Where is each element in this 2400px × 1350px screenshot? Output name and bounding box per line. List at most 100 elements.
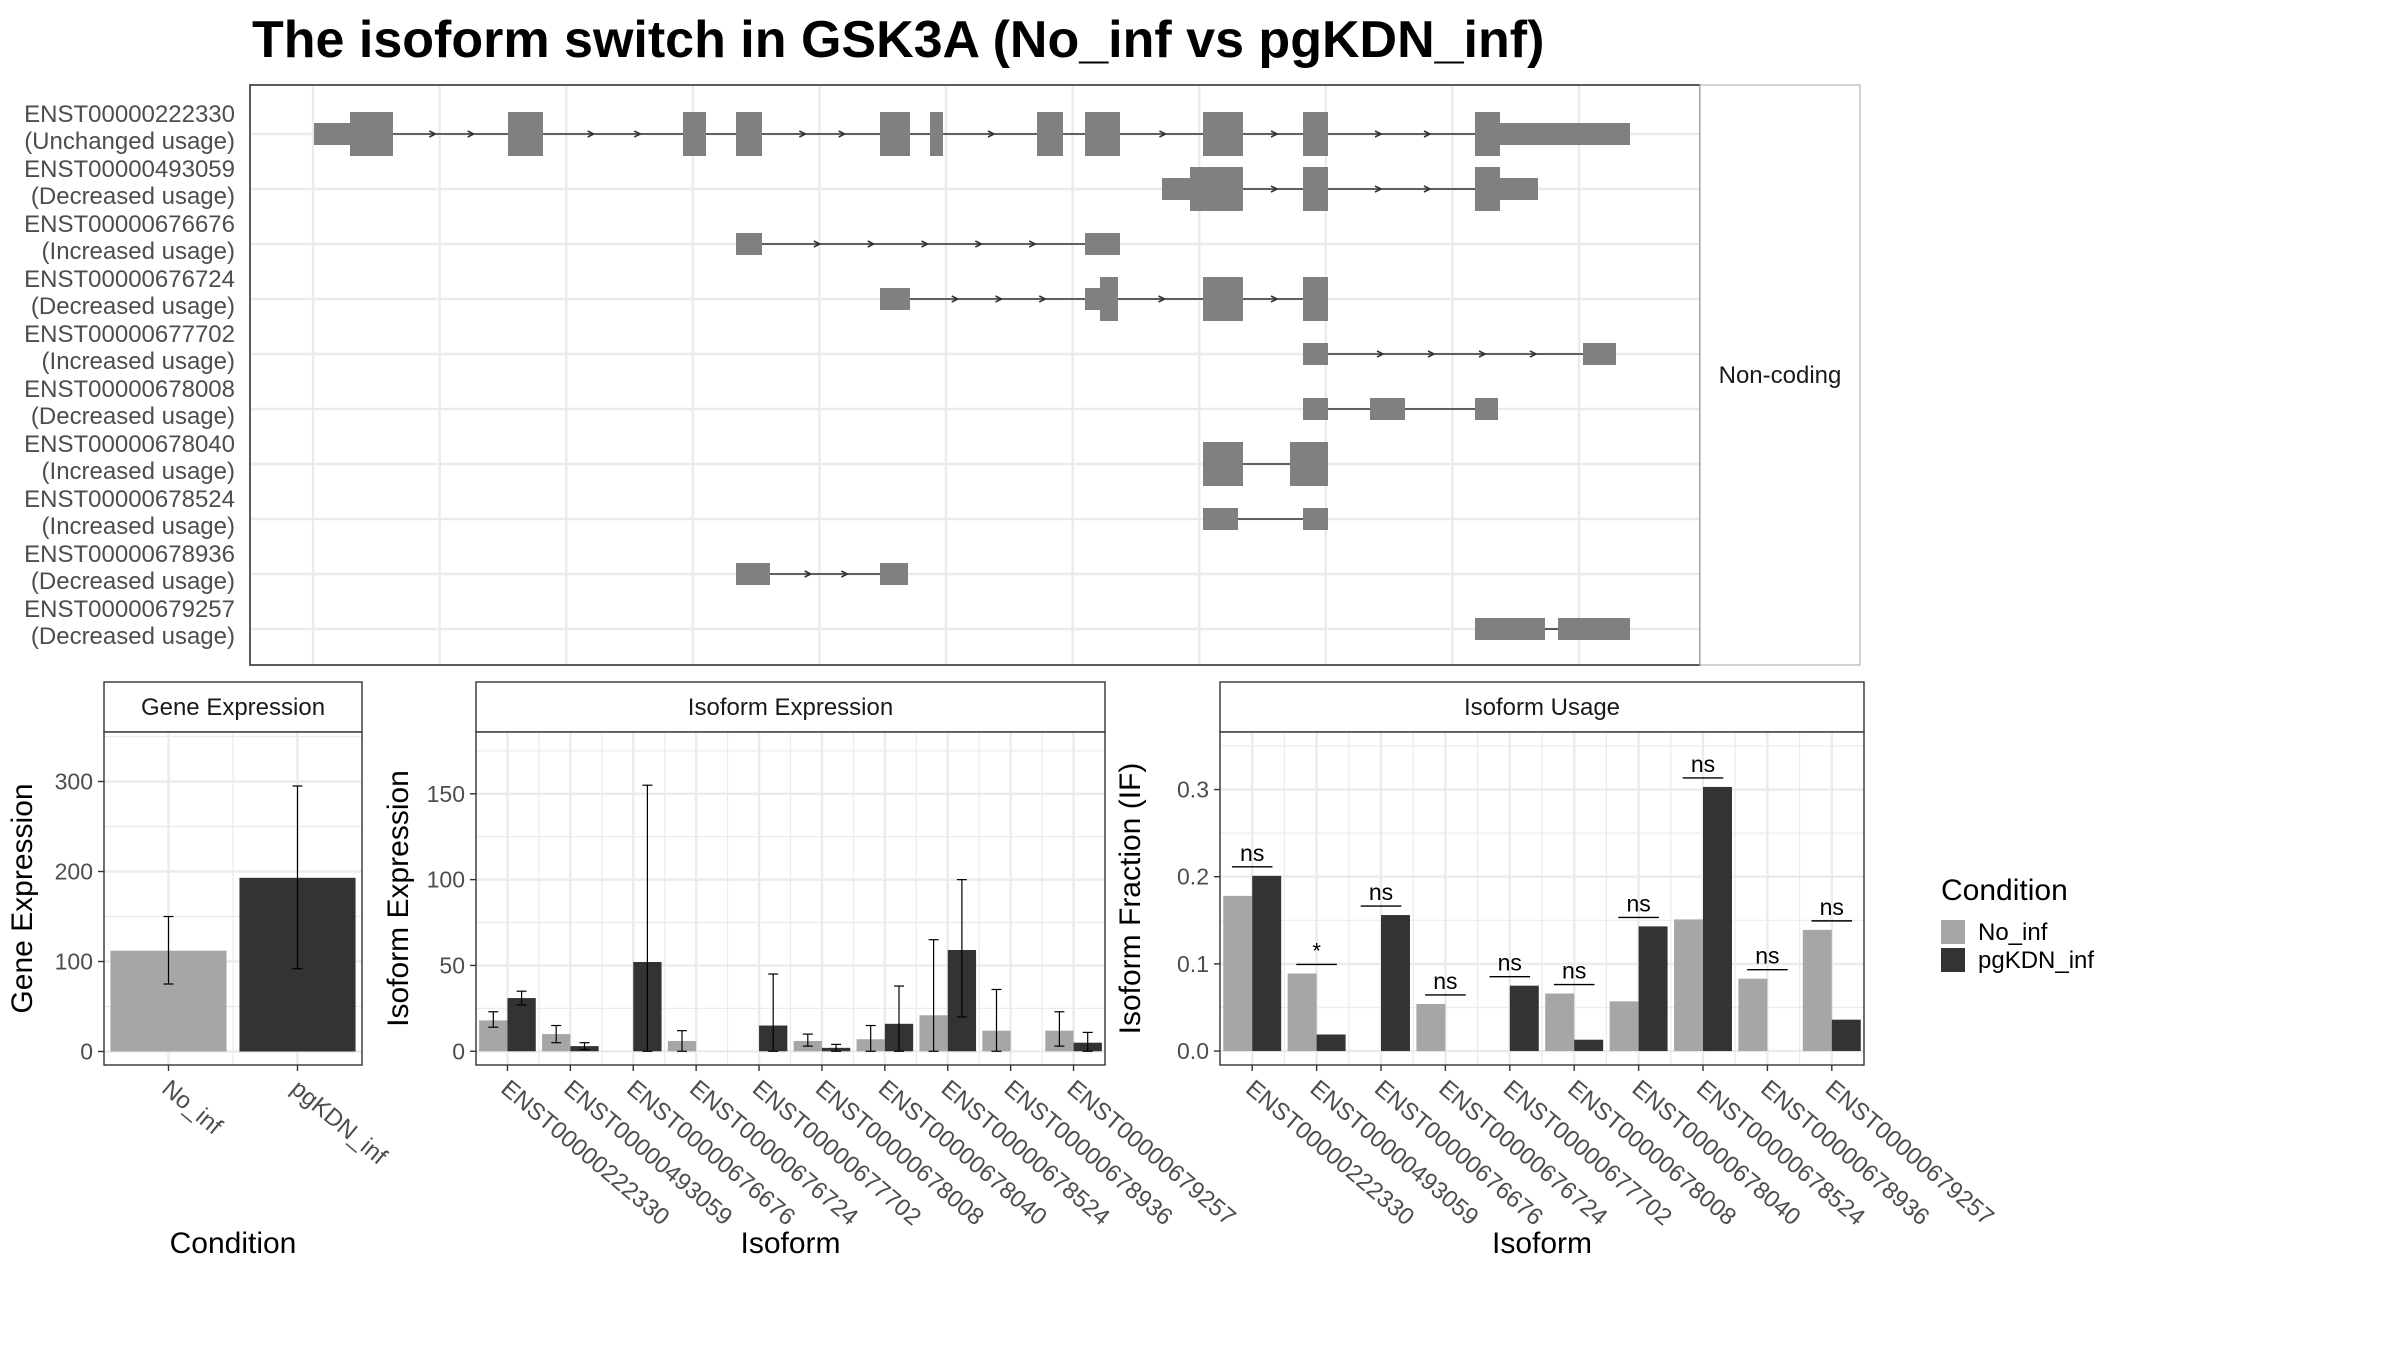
pgKDN_inf-bar xyxy=(1574,1039,1604,1052)
intron-arrow xyxy=(995,295,1004,303)
intron-arrow xyxy=(1427,350,1436,358)
intron-arrow xyxy=(813,240,822,248)
transcript-usage-label: (Increased usage) xyxy=(42,458,235,485)
No_inf-bar xyxy=(1738,978,1768,1052)
significance-label: ns xyxy=(1820,894,1844,920)
intron-arrow xyxy=(467,130,476,138)
intron-arrow xyxy=(804,570,813,578)
exon-block xyxy=(1303,167,1328,211)
transcript-model xyxy=(1203,508,1328,530)
No_inf-bar xyxy=(1416,1003,1446,1052)
exon-block xyxy=(1100,277,1118,321)
transcript-usage-label: (Decreased usage) xyxy=(31,403,235,430)
exon-block xyxy=(1203,442,1243,486)
x-axis-title: Condition xyxy=(170,1227,297,1260)
intron-arrow xyxy=(1270,130,1279,138)
significance-label: ns xyxy=(1755,943,1779,969)
pgKDN_inf-bar xyxy=(1316,1034,1346,1052)
transcript-usage-label: (Increased usage) xyxy=(42,238,235,265)
transcript-usage-label: (Decreased usage) xyxy=(31,568,235,595)
exon-block xyxy=(1203,112,1243,156)
panel-strip xyxy=(1219,681,1865,733)
exon-block xyxy=(1085,233,1120,255)
y-tick-label: 100 xyxy=(55,949,93,975)
y-tick-label: 0 xyxy=(452,1038,465,1064)
legend-label: pgKDN_inf xyxy=(1978,947,2094,974)
legend-title: Condition xyxy=(1941,874,2068,907)
transcript-usage-label: (Decreased usage) xyxy=(31,293,235,320)
exon-block xyxy=(880,112,910,156)
intron-arrow xyxy=(1038,295,1048,303)
exon-block xyxy=(880,563,908,585)
panel-strip-title: Isoform Expression xyxy=(688,694,893,721)
exon-block xyxy=(1500,123,1630,145)
transcript-id-label: ENST00000677702 xyxy=(24,321,235,348)
y-tick-label: 200 xyxy=(55,859,93,885)
exon-block xyxy=(736,563,770,585)
legend-key-No_inf xyxy=(1941,920,1965,944)
exon-block xyxy=(1303,112,1328,156)
panel-strip-title: Gene Expression xyxy=(141,694,325,721)
transcript-id-label: ENST00000676676 xyxy=(24,211,235,238)
y-tick-label: 0 xyxy=(80,1039,93,1065)
intron-arrow xyxy=(1159,130,1168,138)
exon-block xyxy=(880,288,910,310)
exon-block xyxy=(683,112,706,156)
intron-arrow xyxy=(1270,295,1279,303)
legend-label: No_inf xyxy=(1978,919,2048,946)
pgKDN_inf-bar xyxy=(507,998,536,1052)
intron-arrow xyxy=(587,130,596,138)
intron-arrow xyxy=(1529,350,1538,358)
transcript-id-label: ENST00000493059 xyxy=(24,156,235,183)
intron-arrow xyxy=(1270,185,1279,193)
intron-arrow xyxy=(951,295,960,303)
No_inf-bar xyxy=(1287,973,1317,1052)
intron-arrow xyxy=(428,130,438,138)
y-tick-label: 300 xyxy=(55,769,93,795)
x-axis-title: Isoform xyxy=(1492,1227,1592,1260)
y-tick-label: 0.3 xyxy=(1177,777,1209,803)
y-tick-label: 50 xyxy=(439,952,465,978)
transcript-id-label: ENST00000678008 xyxy=(24,376,235,403)
y-tick-label: 100 xyxy=(427,867,465,893)
exon-block xyxy=(1303,508,1328,530)
y-axis-title: Gene Expression xyxy=(6,783,39,1013)
intron-arrow xyxy=(867,240,876,248)
intron-arrow xyxy=(1374,130,1383,138)
No_inf-bar xyxy=(1545,993,1575,1052)
y-tick-label: 0.2 xyxy=(1177,864,1209,890)
x-axis-title: Isoform xyxy=(740,1227,840,1260)
exon-block xyxy=(1162,178,1190,200)
significance-label: ns xyxy=(1240,840,1264,866)
intron-arrow xyxy=(921,240,930,248)
pgKDN_inf-bar xyxy=(1638,926,1668,1052)
exon-block xyxy=(1558,618,1630,640)
pgKDN_inf-bar xyxy=(1831,1019,1861,1052)
exon-block xyxy=(1475,112,1500,156)
panel-strip-title: Isoform Usage xyxy=(1464,694,1620,721)
pgKDN_inf-bar xyxy=(1703,786,1732,1052)
transcript-model xyxy=(1303,398,1498,420)
transcript-id-label: ENST00000678040 xyxy=(24,431,235,458)
exon-block xyxy=(1203,277,1243,321)
exon-block xyxy=(1303,277,1328,321)
No_inf-bar xyxy=(1609,1001,1639,1052)
transcript-usage-label: (Decreased usage) xyxy=(31,183,235,210)
isoform-expression-panel: Isoform Expression050100150ENST000002223… xyxy=(382,681,1241,1260)
transcript-id-label: ENST00000679257 xyxy=(24,596,235,623)
exon-block xyxy=(1303,398,1328,420)
transcript-model xyxy=(1303,343,1616,365)
exon-block xyxy=(1290,442,1328,486)
intron-arrow xyxy=(840,570,850,578)
exon-block xyxy=(1500,178,1538,200)
significance-label: ns xyxy=(1626,890,1650,916)
transcript-id-label: ENST00000676724 xyxy=(24,266,235,293)
panel-border xyxy=(103,731,363,1066)
exon-block xyxy=(1475,398,1498,420)
intron-arrow xyxy=(798,130,808,138)
figure-title: The isoform switch in GSK3A (No_inf vs p… xyxy=(252,11,1544,69)
No_inf-bar xyxy=(1802,929,1832,1052)
transcript-usage-label: (Decreased usage) xyxy=(31,623,235,650)
exon-block xyxy=(350,112,393,156)
exon-block xyxy=(1037,112,1063,156)
